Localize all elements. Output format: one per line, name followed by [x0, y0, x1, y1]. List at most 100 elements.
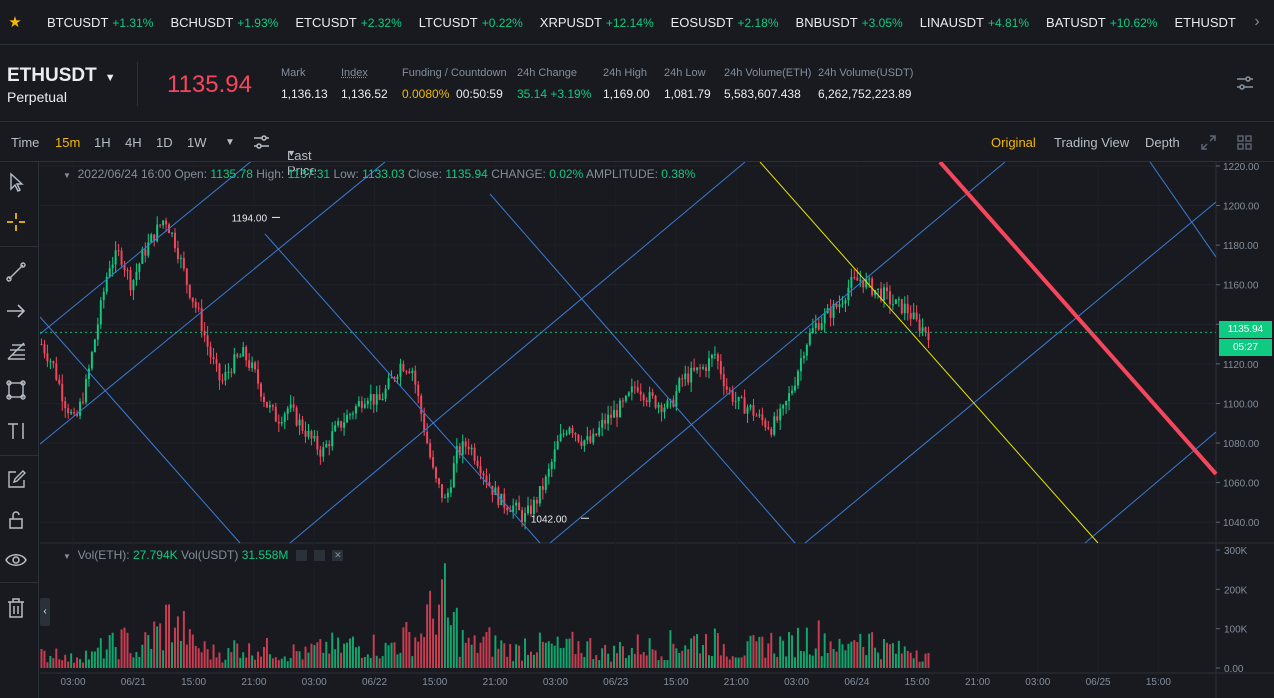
- view-depth[interactable]: Depth: [1145, 135, 1180, 150]
- trash-icon[interactable]: [4, 596, 28, 620]
- volume-bar: [888, 644, 891, 668]
- volume-bar: [191, 634, 194, 668]
- pattern-tool-icon[interactable]: [4, 378, 28, 402]
- volume-bar: [725, 656, 728, 668]
- candle-body: [90, 352, 93, 369]
- crosshair-icon[interactable]: [4, 210, 28, 234]
- candle-body: [903, 303, 906, 314]
- ticker-item[interactable]: BNBUSDT +3.05%: [796, 15, 903, 30]
- candle-body: [271, 405, 274, 407]
- interval-4h[interactable]: 4H: [125, 135, 142, 150]
- ticker-symbol[interactable]: ETCUSDT: [295, 14, 357, 30]
- ticker-symbol[interactable]: BTCUSDT: [47, 14, 109, 30]
- interval-1w[interactable]: 1W: [187, 135, 207, 150]
- ticker-item[interactable]: LINAUSDT +4.81%: [920, 15, 1029, 30]
- price-chart[interactable]: 1220.001200.001180.001160.001140.001120.…: [40, 162, 1274, 698]
- volume-bar: [630, 648, 633, 668]
- arrow-tool-icon[interactable]: [4, 299, 28, 323]
- volume-bar: [354, 647, 357, 668]
- candle-body: [740, 396, 743, 398]
- caret-down-icon[interactable]: ▼: [287, 148, 296, 158]
- volume-bar: [390, 642, 393, 668]
- ticker-symbol[interactable]: LTCUSDT: [418, 14, 478, 30]
- candle-body: [310, 430, 313, 439]
- volume-bar: [764, 657, 767, 668]
- indicator-settings-icon[interactable]: [253, 135, 270, 149]
- eye-toggle-icon[interactable]: [295, 550, 307, 562]
- trend-line-icon[interactable]: [4, 260, 28, 284]
- stat-index[interactable]: Index 1,136.52: [341, 67, 388, 101]
- candle-body: [283, 413, 286, 422]
- cursor-arrow-icon[interactable]: [4, 170, 28, 194]
- ticker-next-icon[interactable]: ›: [1240, 13, 1274, 31]
- ticker-symbol[interactable]: BATUSDT: [1046, 14, 1106, 30]
- text-tool-icon[interactable]: [4, 419, 28, 443]
- candle-body: [141, 249, 144, 264]
- symbol-selector[interactable]: ETHUSDT ▼: [7, 65, 116, 87]
- settings-sliders-icon[interactable]: [1236, 75, 1254, 91]
- interval-1h[interactable]: 1H: [94, 135, 111, 150]
- ticker-item[interactable]: BATUSDT +10.62%: [1046, 15, 1157, 30]
- ticker-item[interactable]: BCHUSDT +1.93%: [170, 15, 278, 30]
- market-header: ETHUSDT ▼ Perpetual 1135.94 Mark 1,136.13 …: [0, 45, 1274, 122]
- y-tick-label: 1220.00: [1223, 162, 1260, 173]
- view-original[interactable]: Original: [991, 135, 1036, 150]
- caret-down-icon[interactable]: ▼: [104, 72, 116, 84]
- candle-body: [405, 371, 408, 373]
- layout-grid-icon[interactable]: [1237, 135, 1252, 150]
- symbol-name[interactable]: ETHUSDT: [7, 65, 97, 86]
- more-intervals-caret-icon[interactable]: ▼: [225, 137, 235, 148]
- candle-body: [120, 250, 123, 265]
- favorites-star-icon[interactable]: ★: [8, 14, 22, 31]
- volume-bar: [767, 643, 770, 668]
- volume-bar: [705, 634, 707, 668]
- ticker-symbol[interactable]: LINAUSDT: [919, 14, 984, 30]
- candle-body: [613, 410, 616, 418]
- stat-24h-low: 24h Low 1,081.79: [664, 67, 711, 101]
- candle-body: [779, 408, 782, 421]
- lock-icon[interactable]: [4, 508, 28, 532]
- ticker-item[interactable]: XRPUSDT +12.14%: [540, 15, 654, 30]
- ticker-item[interactable]: ETHUSDT+3.19%: [1174, 15, 1240, 30]
- ticker-symbol[interactable]: ETHUSDT: [1174, 14, 1236, 30]
- ticker-symbol[interactable]: XRPUSDT: [539, 14, 602, 30]
- volume-bar: [114, 647, 117, 668]
- collapse-sidebar-button[interactable]: ‹: [40, 598, 50, 626]
- volume-bar: [856, 642, 859, 668]
- ticker-item[interactable]: EOSUSDT +2.18%: [671, 15, 779, 30]
- candle-body: [194, 301, 197, 308]
- candle-body: [791, 390, 794, 394]
- ticker-symbol[interactable]: EOSUSDT: [670, 14, 734, 30]
- settings-icon[interactable]: [314, 550, 326, 562]
- legend-caret-icon[interactable]: ▼: [63, 171, 71, 180]
- candle-body: [885, 287, 888, 292]
- edit-pen-icon[interactable]: [4, 468, 28, 492]
- trend-line-yellow: [759, 162, 1099, 544]
- price-type-label[interactable]: Last Price: [287, 148, 317, 178]
- fullscreen-icon[interactable]: [1201, 135, 1216, 150]
- ticker-item[interactable]: BTCUSDT +1.31%: [47, 15, 153, 30]
- fib-retracement-icon[interactable]: [4, 339, 28, 363]
- legend-open-label: Open:: [174, 167, 208, 181]
- ticker-item[interactable]: LTCUSDT +0.22%: [419, 15, 523, 30]
- volume-bar: [452, 611, 455, 668]
- volume-bar: [758, 636, 761, 668]
- x-tick-label: 15:00: [422, 677, 447, 688]
- candle-body: [871, 278, 874, 296]
- ticker-item[interactable]: ETCUSDT +2.32%: [295, 15, 401, 30]
- stat-label[interactable]: Index: [341, 67, 368, 79]
- candle-body: [883, 287, 885, 301]
- ticker-symbol[interactable]: BCHUSDT: [170, 14, 234, 30]
- legend-caret-icon[interactable]: ▼: [63, 552, 71, 561]
- view-trading-view[interactable]: Trading View: [1054, 135, 1130, 150]
- volume-bar: [233, 640, 236, 668]
- ticker-symbol[interactable]: BNBUSDT: [795, 14, 858, 30]
- eye-icon[interactable]: [4, 548, 28, 572]
- candle-body: [432, 457, 435, 468]
- interval-1d[interactable]: 1D: [156, 135, 173, 150]
- interval-15m[interactable]: 15m: [55, 135, 81, 150]
- volume-bar: [455, 607, 458, 668]
- interval-time[interactable]: Time: [11, 135, 40, 150]
- close-icon[interactable]: ✕: [332, 550, 344, 562]
- channel-line: [804, 201, 1217, 544]
